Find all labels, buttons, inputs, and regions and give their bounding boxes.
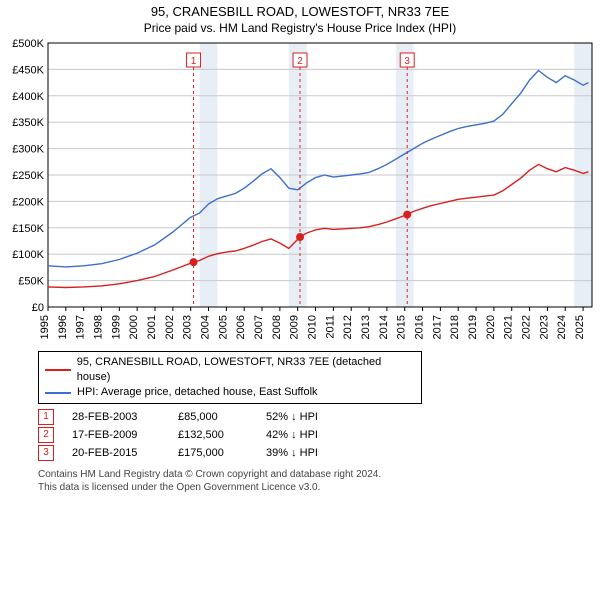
svg-text:£350K: £350K — [12, 117, 44, 129]
legend-swatch — [45, 369, 71, 371]
footer-line1: Contains HM Land Registry data © Crown c… — [38, 468, 592, 481]
sale-price: £85,000 — [178, 408, 248, 426]
sale-pct: 42% ↓ HPI — [266, 426, 356, 444]
svg-text:£50K: £50K — [18, 276, 44, 288]
svg-text:2004: 2004 — [200, 315, 212, 339]
svg-text:2006: 2006 — [235, 315, 247, 339]
svg-text:£150K: £150K — [12, 223, 44, 235]
svg-text:1999: 1999 — [110, 315, 122, 339]
svg-text:2019: 2019 — [467, 315, 479, 339]
svg-text:2013: 2013 — [360, 315, 372, 339]
sale-date: 17-FEB-2009 — [72, 426, 160, 444]
footer: Contains HM Land Registry data © Crown c… — [38, 468, 592, 494]
svg-text:2001: 2001 — [146, 315, 158, 339]
svg-text:2005: 2005 — [217, 315, 229, 339]
svg-text:£100K: £100K — [12, 249, 44, 261]
svg-text:2016: 2016 — [414, 315, 426, 339]
svg-text:£450K: £450K — [12, 64, 44, 76]
svg-text:2002: 2002 — [164, 315, 176, 339]
sale-pct: 52% ↓ HPI — [266, 408, 356, 426]
sale-index: 2 — [38, 427, 54, 443]
svg-text:£0: £0 — [32, 302, 44, 314]
sale-row: 3 20-FEB-2015 £175,000 39% ↓ HPI — [38, 444, 592, 462]
svg-text:1996: 1996 — [57, 315, 69, 339]
svg-text:1995: 1995 — [39, 315, 51, 339]
legend-swatch — [45, 392, 71, 394]
svg-text:£250K: £250K — [12, 170, 44, 182]
svg-text:2025: 2025 — [574, 315, 586, 339]
sale-row: 1 28-FEB-2003 £85,000 52% ↓ HPI — [38, 408, 592, 426]
svg-text:3: 3 — [404, 56, 410, 67]
sale-price: £175,000 — [178, 444, 248, 462]
svg-text:2024: 2024 — [556, 315, 568, 339]
svg-text:2017: 2017 — [431, 315, 443, 339]
svg-text:1998: 1998 — [93, 315, 105, 339]
svg-text:2008: 2008 — [271, 315, 283, 339]
svg-text:2018: 2018 — [449, 315, 461, 339]
svg-text:£200K: £200K — [12, 196, 44, 208]
sale-date: 20-FEB-2015 — [72, 444, 160, 462]
svg-text:2020: 2020 — [485, 315, 497, 339]
svg-text:1997: 1997 — [75, 315, 87, 339]
legend-item: HPI: Average price, detached house, East… — [45, 385, 415, 400]
svg-text:1: 1 — [191, 56, 197, 67]
footer-line2: This data is licensed under the Open Gov… — [38, 481, 592, 494]
svg-text:2009: 2009 — [289, 315, 301, 339]
svg-text:2022: 2022 — [521, 315, 533, 339]
legend-item: 95, CRANESBILL ROAD, LOWESTOFT, NR33 7EE… — [45, 355, 415, 385]
chart-title-line1: 95, CRANESBILL ROAD, LOWESTOFT, NR33 7EE — [0, 0, 600, 19]
sale-index: 3 — [38, 445, 54, 461]
svg-text:2012: 2012 — [342, 315, 354, 339]
legend: 95, CRANESBILL ROAD, LOWESTOFT, NR33 7EE… — [38, 351, 422, 404]
sale-price: £132,500 — [178, 426, 248, 444]
svg-text:2023: 2023 — [538, 315, 550, 339]
chart-title-line2: Price paid vs. HM Land Registry's House … — [0, 19, 600, 37]
svg-text:£400K: £400K — [12, 91, 44, 103]
svg-text:2010: 2010 — [307, 315, 319, 339]
svg-text:£500K: £500K — [12, 38, 44, 50]
legend-label: 95, CRANESBILL ROAD, LOWESTOFT, NR33 7EE… — [77, 355, 415, 385]
svg-text:£300K: £300K — [12, 144, 44, 156]
svg-text:2000: 2000 — [128, 315, 140, 339]
sales-table: 1 28-FEB-2003 £85,000 52% ↓ HPI 2 17-FEB-2009… — [38, 408, 592, 462]
sale-pct: 39% ↓ HPI — [266, 444, 356, 462]
sale-date: 28-FEB-2003 — [72, 408, 160, 426]
sale-index: 1 — [38, 409, 54, 425]
svg-text:2014: 2014 — [378, 315, 390, 339]
svg-text:2003: 2003 — [182, 315, 194, 339]
svg-text:2011: 2011 — [324, 315, 336, 339]
svg-text:2015: 2015 — [396, 315, 408, 339]
svg-text:2021: 2021 — [503, 315, 515, 339]
svg-text:2: 2 — [297, 56, 303, 67]
legend-label: HPI: Average price, detached house, East… — [77, 385, 318, 400]
svg-text:2007: 2007 — [253, 315, 265, 339]
price-chart: £0 £50K £100K £150K £200K £250K £300K £350K £400… — [0, 37, 600, 347]
sale-row: 2 17-FEB-2009 £132,500 42% ↓ HPI — [38, 426, 592, 444]
